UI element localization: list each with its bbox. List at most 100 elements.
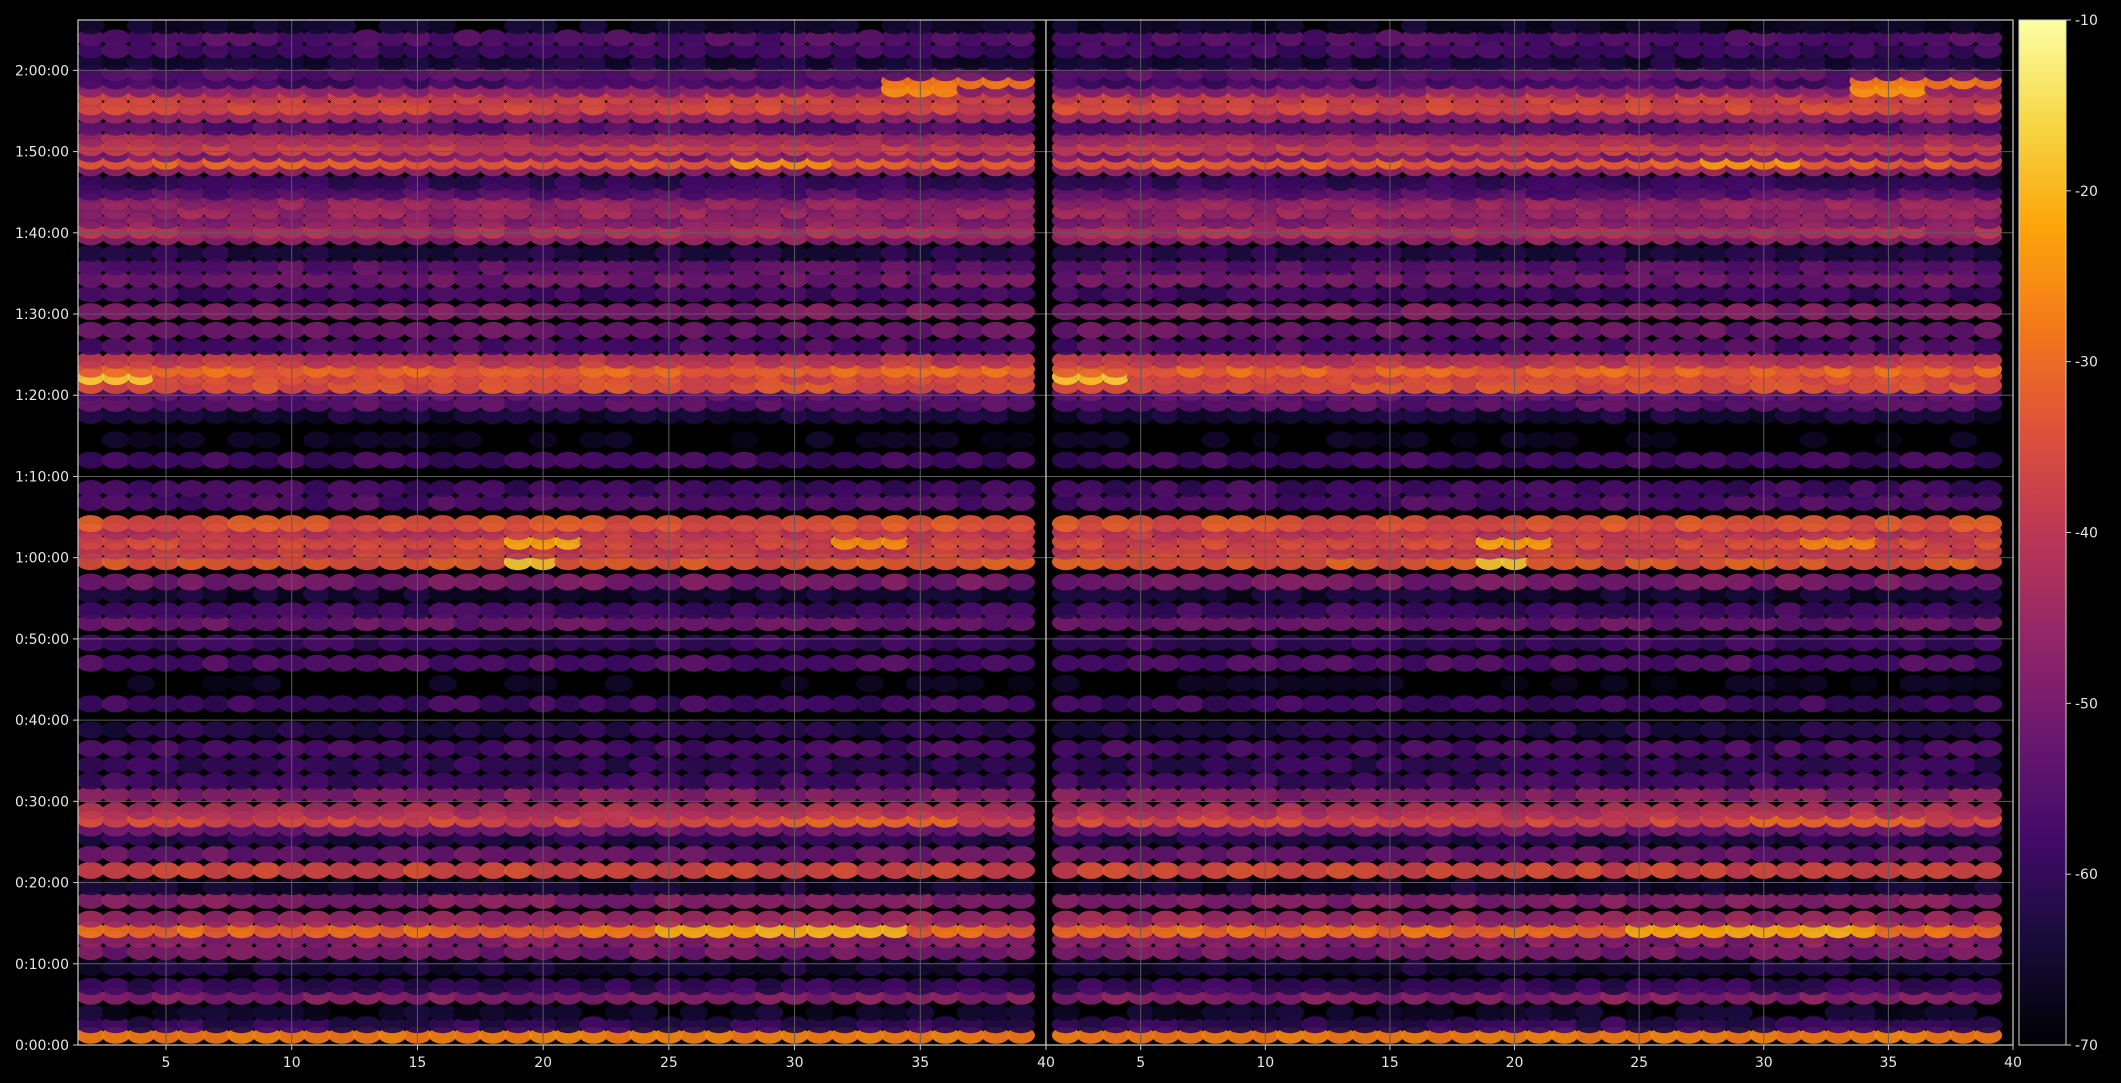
heatmap-cell — [1699, 480, 1728, 498]
heatmap-cell — [1201, 493, 1230, 511]
heatmap-cell — [1301, 321, 1330, 339]
heatmap-cell — [202, 493, 231, 511]
heatmap-cell — [554, 515, 583, 533]
heatmap-cell — [1650, 431, 1679, 449]
heatmap-cell — [302, 772, 331, 790]
heatmap-cell — [78, 959, 105, 977]
heatmap-cell — [1076, 614, 1105, 632]
heatmap-cell — [353, 634, 382, 652]
heatmap-cell — [202, 53, 231, 71]
heatmap-cell — [101, 351, 130, 369]
heatmap-cell — [604, 53, 633, 71]
heatmap-cell — [705, 756, 734, 774]
heatmap-cell — [1326, 802, 1355, 820]
heatmap-cell — [252, 786, 281, 804]
heatmap-cell — [931, 772, 960, 790]
heatmap-cell — [202, 978, 231, 995]
heatmap-cell — [428, 772, 457, 790]
heatmap-cell — [1450, 270, 1479, 288]
heatmap-cell — [1575, 338, 1604, 355]
heatmap-cell — [177, 351, 206, 369]
heatmap-cell — [1550, 351, 1579, 369]
heatmap-cell — [1201, 480, 1230, 498]
heatmap-cell — [126, 756, 155, 774]
heatmap-cell — [227, 675, 256, 693]
heatmap-cell — [730, 721, 759, 739]
heatmap-cell — [126, 740, 155, 757]
heatmap-cell — [1425, 1004, 1454, 1021]
heatmap-cell — [177, 1016, 206, 1034]
heatmap-cell — [981, 303, 1010, 321]
heatmap-cell — [881, 515, 910, 533]
heatmap-cell — [202, 244, 231, 262]
heatmap-cell — [755, 654, 784, 672]
heatmap-cell — [378, 321, 407, 339]
heatmap-cell — [679, 451, 709, 469]
heatmap-cell — [302, 29, 331, 47]
heatmap-cell — [956, 270, 985, 288]
heatmap-cell — [604, 118, 633, 136]
heatmap-cell — [1151, 29, 1180, 47]
heatmap-cell — [1176, 244, 1205, 262]
heatmap-cell — [855, 978, 885, 995]
heatmap-cell — [1301, 978, 1330, 995]
heatmap-cell — [453, 431, 482, 449]
heatmap-cell — [931, 321, 960, 339]
heatmap-cell — [327, 118, 357, 136]
heatmap-cell — [1475, 118, 1504, 136]
heatmap-cell — [1101, 493, 1130, 511]
heatmap-cell — [830, 959, 860, 977]
heatmap-cell — [1425, 602, 1454, 619]
heatmap-cell — [378, 270, 407, 288]
heatmap-cell — [1400, 451, 1429, 469]
heatmap-cell — [453, 802, 482, 820]
heatmap-cell — [428, 338, 457, 355]
heatmap-cell — [931, 351, 960, 369]
heatmap-cell — [579, 270, 608, 288]
heatmap-cell — [1575, 978, 1604, 995]
heatmap-cell — [78, 602, 105, 619]
heatmap-cell — [1051, 654, 1080, 672]
heatmap-cell — [579, 695, 608, 713]
heatmap-cell — [378, 53, 407, 71]
heatmap-cell — [1301, 721, 1330, 739]
heatmap-cell — [1051, 675, 1080, 693]
heatmap-cells — [1051, 20, 2003, 1044]
heatmap-cell — [327, 585, 357, 603]
heatmap-cell — [177, 845, 206, 863]
heatmap-cell — [1101, 910, 1130, 928]
heatmap-cell — [705, 910, 734, 928]
heatmap-cell — [1076, 351, 1105, 369]
heatmap-cell — [1400, 29, 1429, 47]
heatmap-cell — [227, 351, 256, 369]
heatmap-cell — [227, 943, 256, 961]
heatmap-cell — [1006, 721, 1035, 739]
heatmap-cell — [679, 614, 709, 632]
heatmap-cell — [453, 943, 482, 961]
heatmap-cell — [453, 41, 482, 59]
heatmap-cell — [579, 407, 608, 424]
heatmap-cell — [1201, 321, 1230, 339]
heatmap-cell — [1675, 654, 1703, 672]
heatmap-cell — [805, 431, 834, 449]
heatmap-cell — [881, 845, 910, 863]
heatmap-cell — [1176, 351, 1205, 369]
heatmap-cell — [981, 614, 1010, 632]
heatmap-cell — [1276, 695, 1305, 713]
heatmap-cell — [1675, 573, 1703, 591]
heatmap-cell — [1699, 20, 1728, 35]
heatmap-cell — [956, 772, 985, 790]
heatmap-cell — [302, 861, 331, 879]
heatmap-cell — [705, 721, 734, 739]
heatmap-cell — [1525, 959, 1554, 977]
heatmap-cell — [604, 585, 633, 603]
heatmap-cell — [1076, 573, 1105, 591]
heatmap-cell — [478, 573, 507, 591]
heatmap-cell — [805, 602, 834, 619]
heatmap-cell — [1301, 515, 1330, 533]
heatmap-cell — [101, 407, 130, 424]
heatmap-cell — [705, 515, 734, 533]
heatmap-cell — [1600, 20, 1629, 35]
heatmap-cell — [705, 845, 734, 863]
heatmap-cell — [252, 20, 281, 35]
